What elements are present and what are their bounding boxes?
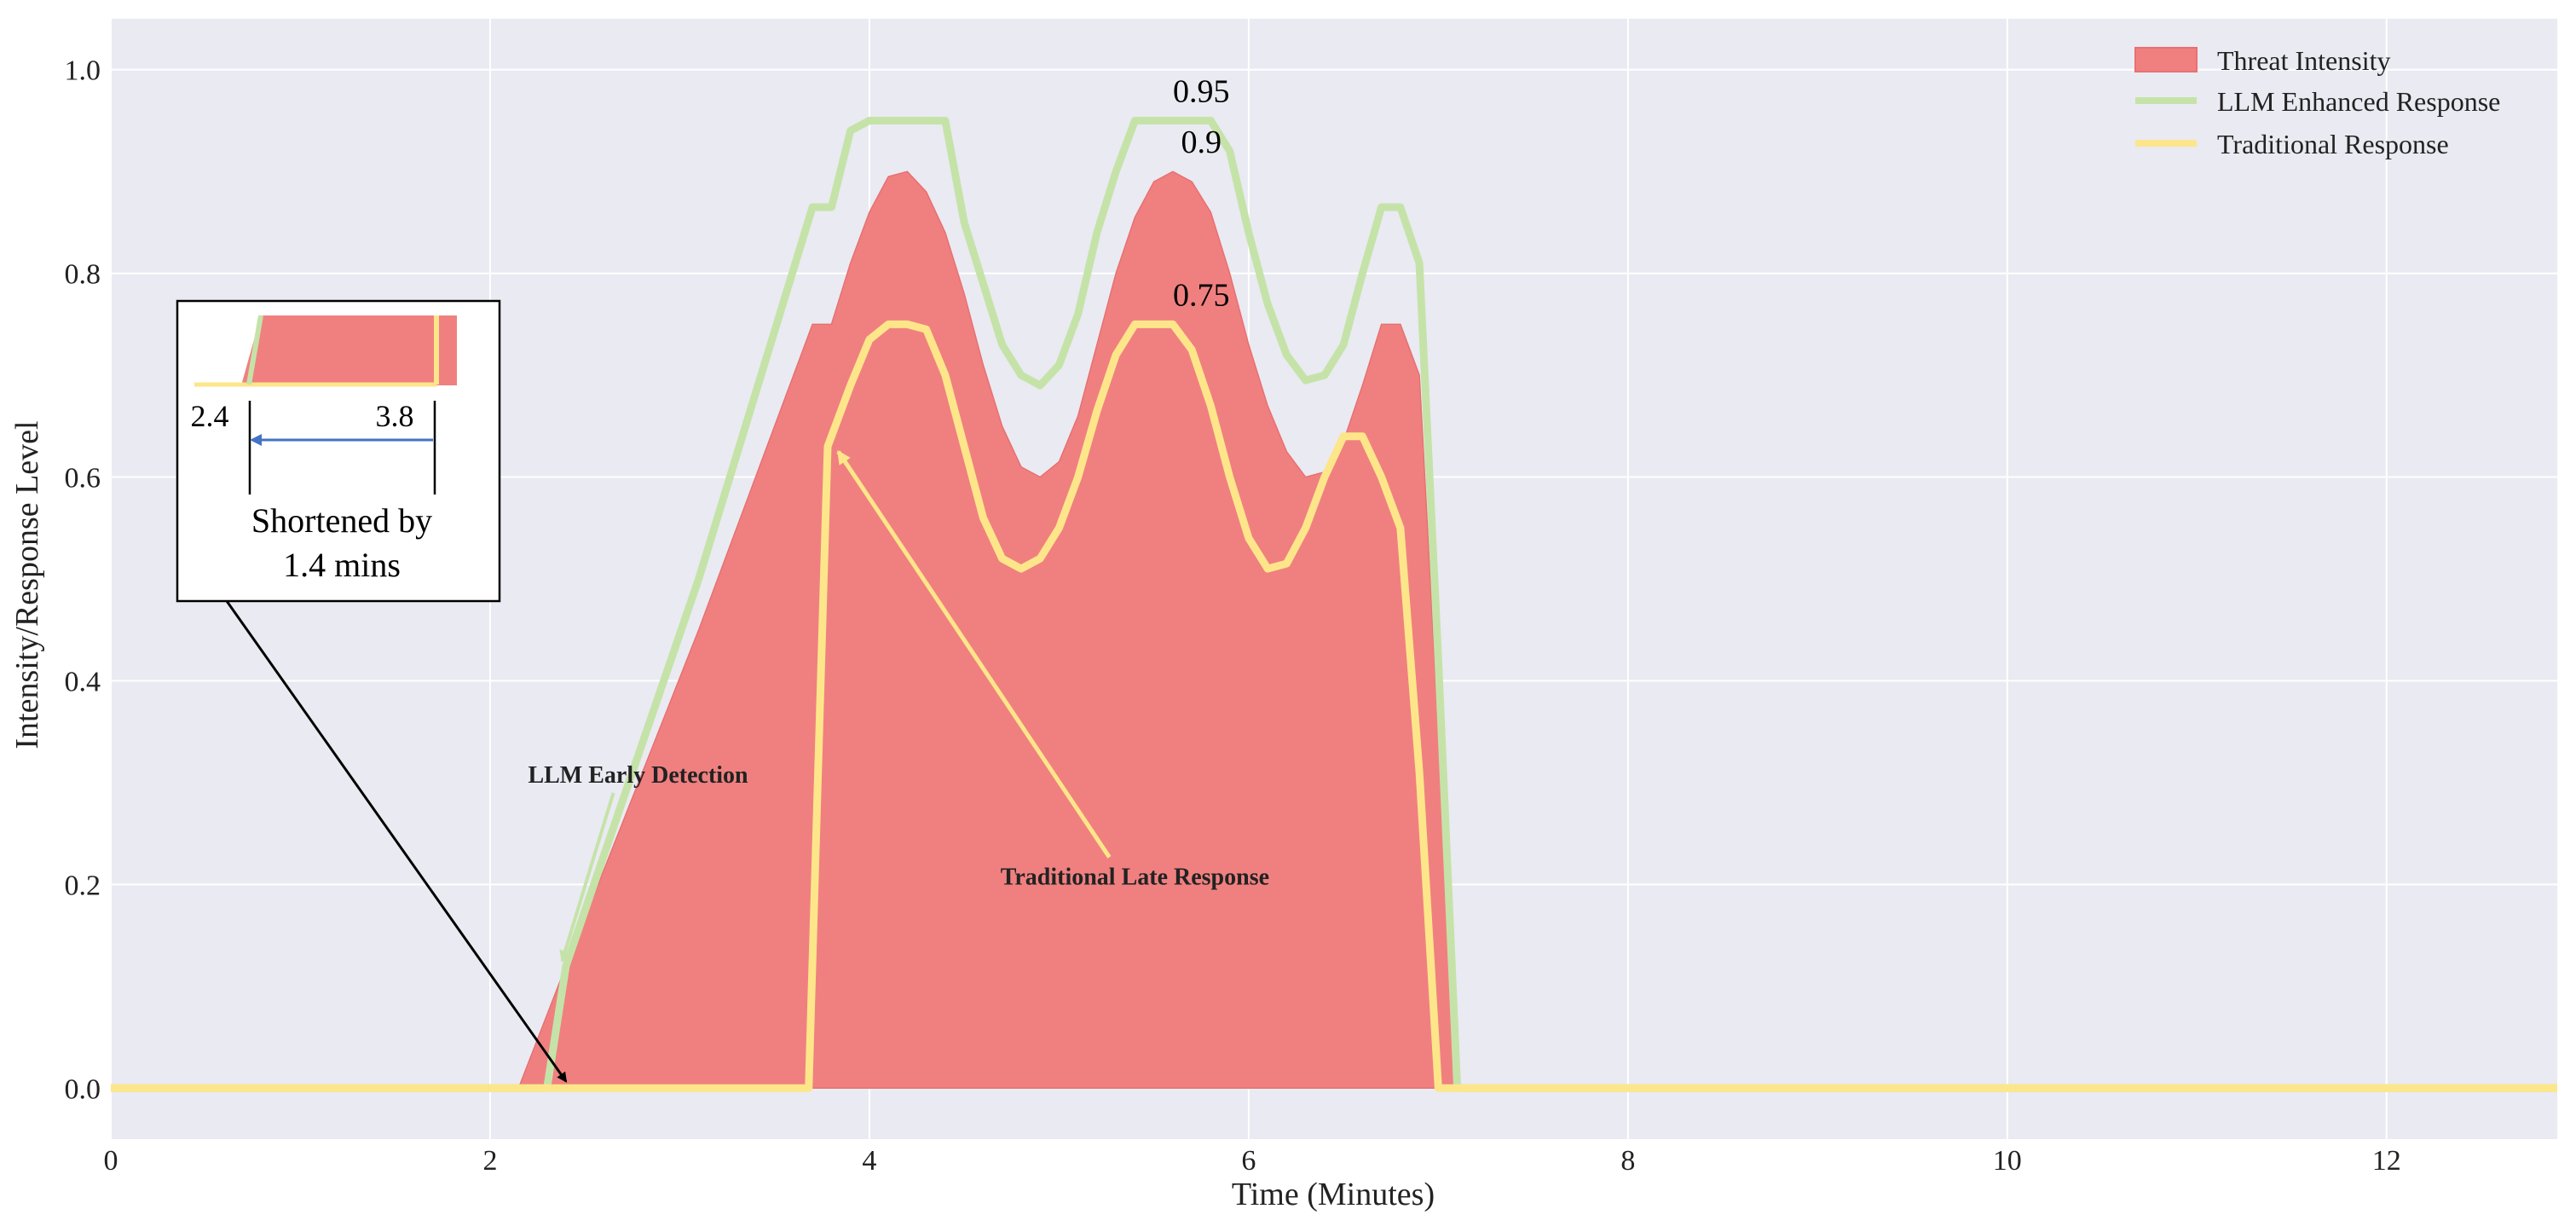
y-tick-label: 0.6 <box>65 463 101 495</box>
annotations: LLM Early Detection Traditional Late Resp… <box>528 450 1269 963</box>
x-tick-label: 8 <box>1620 1145 1635 1177</box>
inset-zoom: 2.4 3.8 Shortened by 1.4 mins <box>176 299 501 603</box>
y-axis-label: Intensity/Response Level <box>9 420 45 749</box>
y-tick-label: 1.0 <box>65 55 101 87</box>
inset-left-value: 2.4 <box>191 399 229 433</box>
traditional-response-line <box>111 320 2557 1092</box>
inset-caption-line1: Shortened by <box>251 501 432 540</box>
inset-pointer-arrow <box>225 600 568 1083</box>
annotation-llm-early-detection: LLM Early Detection <box>528 762 748 789</box>
x-tick-label: 2 <box>482 1145 497 1177</box>
y-tick-label: 0.8 <box>65 259 101 291</box>
data-labels: 0.95 0.9 0.75 <box>1173 73 1230 313</box>
legend: Threat Intensity LLM Enhanced Response T… <box>2134 45 2500 159</box>
x-axis-label: Time (Minutes) <box>1232 1177 1435 1212</box>
threat-intensity-area <box>111 171 2557 1090</box>
inset-right-value: 3.8 <box>376 399 414 433</box>
peak-data-label: 0.95 <box>1173 73 1230 109</box>
legend-label-traditional: Traditional Response <box>2217 129 2449 159</box>
annotation-arrow-llm <box>559 792 615 963</box>
peak-data-label: 0.75 <box>1173 277 1230 313</box>
inset-threat-area <box>241 315 457 385</box>
y-tick-label: 0.2 <box>65 870 101 901</box>
llm-response-line <box>111 116 2557 1092</box>
x-tick-label: 12 <box>2372 1145 2401 1177</box>
x-tick-label: 0 <box>104 1145 118 1177</box>
x-tick-label: 4 <box>862 1145 876 1177</box>
y-tick-label: 0.4 <box>65 666 101 697</box>
legend-swatch-threat <box>2134 47 2198 72</box>
legend-label-llm: LLM Enhanced Response <box>2217 86 2500 117</box>
legend-label-threat: Threat Intensity <box>2217 45 2390 76</box>
inset-caption-line2: 1.4 mins <box>283 546 401 584</box>
y-tick-label: 0.0 <box>65 1073 101 1105</box>
x-tick-label: 10 <box>1993 1145 2022 1177</box>
annotation-arrow-traditional <box>836 450 1112 859</box>
peak-data-label: 0.9 <box>1181 124 1222 160</box>
x-tick-label: 6 <box>1241 1145 1256 1177</box>
inset-llm-rise <box>246 315 263 385</box>
annotation-traditional-late-response: Traditional Late Response <box>1001 864 1269 890</box>
ticks: 0 2 4 6 8 10 12 0.0 0.2 0.4 0.6 0.8 1.0 <box>65 55 2401 1177</box>
series-layer <box>111 116 2557 1092</box>
